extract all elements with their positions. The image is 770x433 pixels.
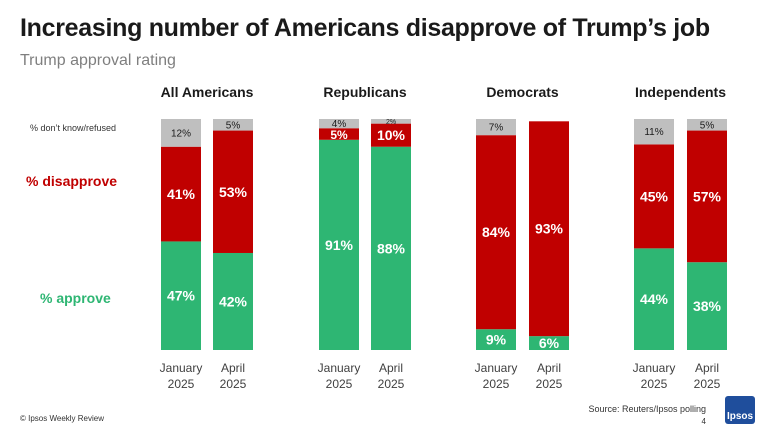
disapprove-bar-segment: [213, 130, 253, 253]
approve-value-label: 6%: [539, 335, 560, 351]
dont-know-bar-segment: [476, 119, 516, 136]
period-label-line1: April: [379, 361, 403, 375]
disapprove-row-label: % disapprove: [26, 173, 117, 189]
approve-bar-segment: [319, 139, 359, 350]
approve-bar-segment: [687, 262, 727, 350]
period-label-line2: 2025: [641, 377, 668, 391]
page-subtitle: Trump approval rating: [20, 52, 176, 69]
approve-value-label: 91%: [325, 237, 354, 253]
approve-value-label: 47%: [167, 288, 196, 304]
dont-know-value-label: 5%: [700, 120, 715, 131]
disapprove-value-label: 45%: [640, 188, 669, 204]
period-label-line1: January: [633, 361, 676, 375]
disapprove-bar-segment: [476, 135, 516, 330]
dont-know-bar-segment: [634, 119, 674, 145]
dont-know-row-label: % don’t know/refused: [30, 123, 116, 133]
period-label-line1: January: [318, 361, 361, 375]
period-label-line2: 2025: [694, 377, 721, 391]
period-label-line2: 2025: [168, 377, 195, 391]
dont-know-value-label: 5%: [226, 120, 241, 131]
group-header: All Americans: [161, 84, 254, 100]
disapprove-value-label: 10%: [377, 127, 406, 143]
approve-bar-segment: [529, 336, 569, 350]
approve-bar-segment: [476, 329, 516, 350]
page-title: Increasing number of Americans disapprov…: [20, 14, 710, 42]
dont-know-bar-segment: [161, 119, 201, 147]
disapprove-bar-segment: [634, 144, 674, 249]
disapprove-bar-segment: [687, 130, 727, 263]
dont-know-value-label: 12%: [171, 128, 191, 139]
disapprove-value-label: 5%: [330, 128, 348, 142]
group-header: Republicans: [323, 84, 406, 100]
copyright-text: © Ipsos Weekly Review: [20, 414, 104, 423]
dont-know-bar-segment: [687, 119, 727, 131]
disapprove-value-label: 93%: [535, 221, 564, 237]
dont-know-value-label: 4%: [332, 119, 347, 130]
disapprove-value-label: 57%: [693, 188, 722, 204]
approve-value-label: 38%: [693, 298, 722, 314]
disapprove-value-label: 41%: [167, 186, 196, 202]
group-header: Democrats: [486, 84, 559, 100]
approve-value-label: 44%: [640, 291, 669, 307]
approve-value-label: 9%: [486, 332, 507, 348]
group-header: Independents: [635, 84, 726, 100]
approve-bar-segment: [161, 241, 201, 350]
page-number: 4: [701, 417, 706, 426]
period-label-line1: April: [695, 361, 719, 375]
approve-value-label: 42%: [219, 293, 248, 309]
disapprove-bar-segment: [319, 128, 359, 140]
dont-know-value-label: 11%: [644, 127, 663, 138]
dont-know-bar-segment: [319, 119, 359, 129]
approve-value-label: 88%: [377, 240, 406, 256]
disapprove-bar-segment: [371, 123, 411, 147]
source-text: Source: Reuters/Ipsos polling: [588, 404, 706, 414]
period-label-line1: January: [475, 361, 518, 375]
period-label-line2: 2025: [326, 377, 353, 391]
approve-bar-segment: [371, 146, 411, 350]
period-label-line2: 2025: [483, 377, 510, 391]
period-label-line2: 2025: [536, 377, 563, 391]
approve-bar-segment: [634, 248, 674, 350]
approve-row-label: % approve: [40, 290, 111, 306]
dont-know-bar-segment: [371, 119, 411, 124]
period-label-line2: 2025: [220, 377, 247, 391]
dont-know-value-label: 2%: [386, 119, 396, 126]
approve-bar-segment: [213, 252, 253, 350]
period-label-line1: January: [160, 361, 203, 375]
disapprove-value-label: 53%: [219, 184, 248, 200]
period-label-line1: April: [537, 361, 561, 375]
period-label-line1: April: [221, 361, 245, 375]
disapprove-bar-segment: [529, 121, 569, 337]
disapprove-value-label: 84%: [482, 224, 511, 240]
ipsos-logo: Ipsos: [725, 396, 755, 424]
dont-know-bar-segment: [213, 119, 253, 131]
period-label-line2: 2025: [378, 377, 405, 391]
dont-know-value-label: 7%: [489, 123, 504, 134]
disapprove-bar-segment: [161, 146, 201, 242]
